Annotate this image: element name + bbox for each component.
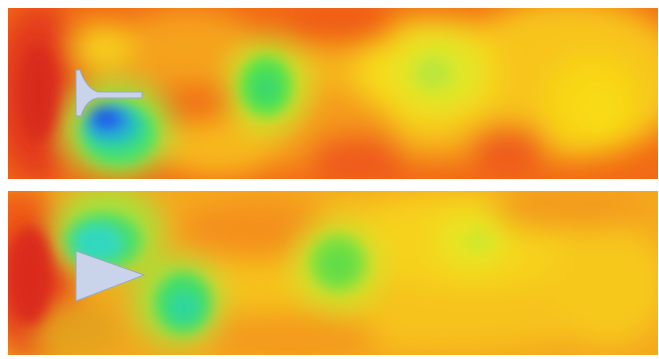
top-contour-plot [8,8,658,179]
bottom-contour-panel [8,191,658,355]
wedge-obstacle [75,250,146,302]
top-contour-panel [8,8,658,179]
bottom-contour-plot [8,191,658,355]
plate-obstacle [75,69,143,117]
